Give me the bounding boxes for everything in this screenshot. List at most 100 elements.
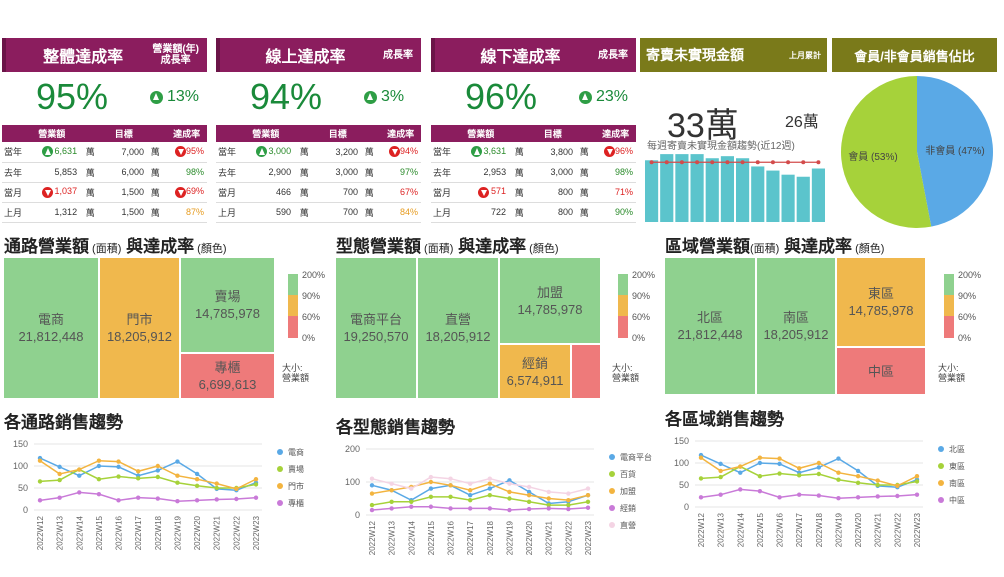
series-point <box>566 491 571 496</box>
kpi-row: 當月 466 萬 700 萬 67% <box>216 182 421 203</box>
kpi-row-label: 當年 <box>216 142 241 163</box>
kpi-row-unit2: 萬 <box>573 202 596 223</box>
treemap-tile[interactable]: 東區 14,785,978 <box>837 258 925 346</box>
kpi-row-pct: 71% <box>614 187 633 197</box>
arrow-up-icon <box>470 146 482 158</box>
scale-label: 60% <box>958 312 977 322</box>
series-point <box>738 487 743 492</box>
series-point <box>566 506 571 512</box>
treemap-tile[interactable]: 直營 18,205,912 <box>418 258 498 398</box>
series-point <box>836 496 841 501</box>
kpi-row-label: 去年 <box>216 162 241 183</box>
kpi-header: 整體達成率 營業額(年) 成長率 <box>2 38 207 72</box>
treemap-tile[interactable]: 加盟 14,785,978 <box>500 258 600 343</box>
treemap-tile[interactable]: 北區 21,812,448 <box>665 258 755 394</box>
scale-label: 60% <box>632 312 651 322</box>
consignment-panel: 寄賣未實現金額 上月累計 <box>640 38 827 72</box>
scale-label: 0% <box>632 333 646 343</box>
consignment-bar <box>690 154 704 222</box>
kpi-col: 目標 <box>532 125 574 142</box>
treemap-tile[interactable]: 專櫃 6,699,613 <box>181 354 274 398</box>
kpi-rate: 95% <box>36 76 109 117</box>
series-point <box>467 493 473 498</box>
series-point <box>526 499 532 504</box>
x-tick-label: 2022W16 <box>776 512 785 547</box>
series-point <box>37 479 43 484</box>
consignment-bar <box>796 176 810 222</box>
y-tick-label: 150 <box>674 436 689 446</box>
series-point <box>428 486 434 491</box>
kpi-row-target: 1,500 <box>103 182 145 203</box>
series-point <box>718 492 723 497</box>
x-tick-label: 2022W22 <box>893 512 902 547</box>
tile-value: 18,205,912 <box>425 329 491 344</box>
legend-dot <box>609 505 615 511</box>
kpi-table: 營業額 目標 達成率 當年 6,631 萬 7,000 萬 95% 去年 5,853… <box>2 125 207 223</box>
y-tick-label: 100 <box>13 461 28 471</box>
series-point <box>796 473 802 478</box>
treemap-title-main: 通路營業額 <box>4 237 89 256</box>
x-tick-label: 2022W14 <box>736 512 745 547</box>
series-point <box>585 486 591 491</box>
series-point <box>718 468 723 474</box>
pie-slice-nonmember <box>917 76 993 227</box>
pie-label-nonmember: 非會員 (47%) <box>925 144 984 157</box>
series-point <box>914 474 920 479</box>
kpi-row-unit2: 萬 <box>358 182 381 203</box>
treemap-title: 通路營業額 (面積) 與達成率 (顏色) <box>4 232 227 257</box>
consignment-target-point <box>770 160 775 165</box>
series-point <box>566 497 571 503</box>
consignment-target-point <box>664 160 669 165</box>
kpi-row-label: 當年 <box>431 142 456 163</box>
kpi-row-label: 上月 <box>431 202 456 223</box>
x-tick-label: 2022W18 <box>486 520 495 555</box>
tile-value: 14,785,978 <box>517 301 583 317</box>
series-point <box>57 495 62 500</box>
tile-value: 18,205,912 <box>106 329 173 344</box>
series-point <box>757 460 763 466</box>
treemap-size-label: 大小: 營業額 <box>282 363 310 383</box>
series-point <box>757 488 763 494</box>
kpi-col: 營業額 <box>455 125 507 142</box>
x-tick-label: 2022W16 <box>115 515 124 550</box>
x-tick-label: 2022W20 <box>193 515 202 550</box>
treemap-tile[interactable]: 中區 <box>837 348 925 394</box>
treemap-tile[interactable]: 電商 21,812,448 <box>4 258 98 398</box>
consignment-target-point <box>725 160 730 165</box>
treemap-title-small: (面積) <box>89 243 122 255</box>
series-line <box>371 506 589 511</box>
series-point <box>507 507 512 513</box>
series-point <box>487 486 493 491</box>
kpi-row-label: 當月 <box>2 182 27 203</box>
kpi-row-label: 當月 <box>431 182 456 203</box>
kpi-row-target: 700 <box>317 182 359 203</box>
scale-label: 200% <box>632 270 656 280</box>
x-tick-label: 2022W17 <box>795 512 804 547</box>
treemap-tile[interactable]: 電商平台 19,250,570 <box>336 258 416 398</box>
series-point <box>155 474 161 480</box>
consignment-bar <box>811 168 825 222</box>
treemap-tile[interactable]: 門市 18,205,912 <box>100 258 179 398</box>
series-point <box>777 456 782 461</box>
treemap-tile[interactable] <box>572 345 600 398</box>
kpi-row: 上月 590 萬 700 萬 84% <box>216 202 421 223</box>
arrow-down-icon <box>174 146 186 158</box>
x-tick-label: 2022W13 <box>717 512 726 547</box>
series-point <box>566 502 571 508</box>
treemap-tile[interactable]: 經銷 6,574,911 <box>500 345 570 398</box>
kpi-row-target: 3,000 <box>317 162 359 183</box>
treemap-tile[interactable]: 南區 18,205,912 <box>757 258 835 394</box>
y-tick-label: 100 <box>345 477 360 487</box>
arrow-up-icon <box>255 146 267 158</box>
kpi-row-unit: 萬 <box>291 182 318 203</box>
series-point <box>467 488 473 493</box>
x-tick-label: 2022W21 <box>874 512 883 547</box>
trend-chart-title: 各型態銷售趨勢 <box>336 418 455 437</box>
series-point <box>585 499 591 504</box>
treemap-tile[interactable]: 賣場 14,785,978 <box>181 258 274 352</box>
kpi-row-unit2: 萬 <box>573 142 596 163</box>
series-point <box>369 491 375 496</box>
kpi-rate: 96% <box>465 76 538 117</box>
series-point <box>526 493 532 498</box>
tile-name: 門市 <box>126 312 153 327</box>
